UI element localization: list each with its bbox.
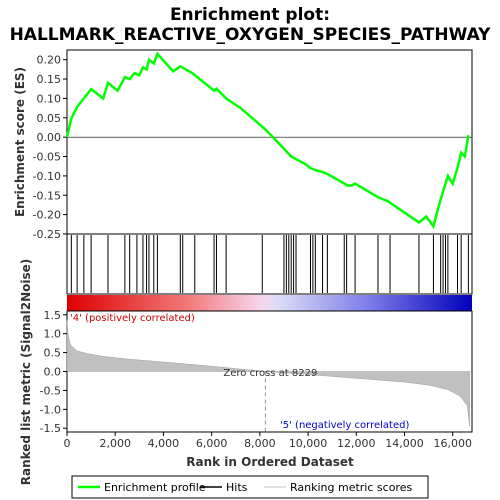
es-y-tick-label: -0.20: [33, 209, 61, 222]
es-y-tick-label: 0.05: [37, 112, 62, 125]
x-tick-label: 10,000: [289, 437, 328, 450]
metric-y-tick-label: 0.5: [44, 347, 62, 360]
metric-y-tick-label: -1.0: [40, 403, 61, 416]
hit-lines: [70, 235, 469, 293]
es-y-tick-label: -0.15: [33, 189, 61, 202]
x-tick-label: 14,000: [385, 437, 424, 450]
es-y-tick-label: 0.10: [37, 92, 62, 105]
legend-label: Ranking metric scores: [290, 481, 412, 494]
x-axis: 0 2,000 4,000 6,000 8,000 10,000 12,000 14,000 1…: [64, 432, 472, 450]
chart-title-line2: HALLMARK_REACTIVE_OXYGEN_SPECIES_PATHWAY: [10, 25, 492, 45]
x-tick-label: 6,000: [196, 437, 228, 450]
es-y-tick-label: -0.25: [33, 228, 61, 241]
x-tick-label: 4,000: [148, 437, 180, 450]
enrichment-profile-line: [65, 51, 470, 230]
metric-y-axis-label: Ranked list metric (Signal2Noise): [19, 259, 33, 486]
x-tick-label: 12,000: [337, 437, 376, 450]
rank-color-bar: [67, 295, 472, 311]
positive-correlation-label: '4' (positively correlated): [70, 313, 195, 324]
metric-y-tick-label: 1.0: [44, 328, 62, 341]
metric-y-tick-label: 1.5: [44, 309, 62, 322]
x-tick-label: 8,000: [244, 437, 276, 450]
es-y-tick-label: -0.05: [33, 151, 61, 164]
top-panel-frame: [66, 49, 473, 235]
es-y-tick-label: 0.20: [37, 54, 62, 67]
hits-panel-frame: [66, 233, 473, 295]
es-y-axis: 0.20 0.15 0.10 0.05 0.00 -0.05 -0.10 -0.15 -0.20…: [33, 54, 67, 241]
x-tick-label: 0: [64, 437, 71, 450]
metric-y-tick-label: 0.0: [44, 366, 62, 379]
legend-label: Enrichment profile: [104, 481, 206, 494]
es-y-tick-label: -0.10: [33, 170, 61, 183]
x-tick-label: 16,000: [433, 437, 472, 450]
es-y-tick-label: 0.00: [37, 131, 62, 144]
legend-box: [71, 475, 429, 499]
legend: Enrichment profile Hits Ranking metric sco…: [78, 481, 412, 494]
metric-y-tick-label: -0.5: [40, 384, 61, 397]
legend-label: Hits: [226, 481, 248, 494]
negative-correlation-label: '5' (negatively correlated): [280, 420, 409, 431]
metric-y-tick-label: -1.5: [40, 422, 61, 435]
es-y-axis-label: Enrichment score (ES): [13, 67, 27, 217]
metric-y-axis: 1.5 1.0 0.5 0.0 -0.5 -1.0 -1.5: [40, 309, 67, 435]
zero-cross-label: Zero cross at 8229: [223, 368, 317, 379]
es-y-tick-label: 0.15: [37, 73, 62, 86]
x-axis-label: Rank in Ordered Dataset: [186, 455, 354, 469]
x-tick-label: 2,000: [99, 437, 131, 450]
chart-title-line1: Enrichment plot:: [170, 5, 330, 25]
